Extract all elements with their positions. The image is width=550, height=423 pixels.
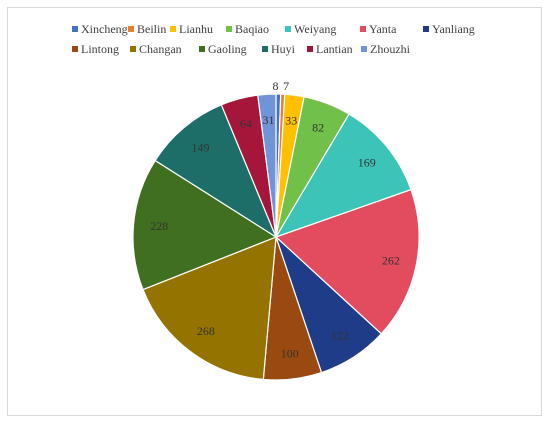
pie-slice-gaoling [132,159,278,291]
data-label-weiyang: 169 [358,156,376,170]
legend-swatch-lintong [72,46,78,52]
data-label-zhouzhi: 31 [263,113,275,127]
legend-label-xincheng: Xincheng [81,22,128,36]
legend-swatch-gaoling [199,46,205,52]
data-label-yanliang: 122 [331,328,349,342]
data-label-yanta: 262 [382,254,400,268]
legend-label-yanta: Yanta [369,22,397,36]
legend-label-yanliang: Yanliang [432,22,475,36]
data-label-lintong: 100 [281,346,299,360]
data-labels: 8 7 33 82 169 262 122 100 268 228 149 64 31 [150,79,400,360]
legend-swatch-zhouzhi [361,46,367,52]
data-label-xincheng: 8 [272,79,278,93]
legend-label-baqiao: Baqiao [235,22,269,36]
legend-label-changan: Changan [139,42,182,56]
legend-swatch-weiyang [285,26,291,32]
data-label-baqiao: 82 [312,121,324,135]
data-label-lianhu: 33 [285,114,297,128]
data-label-gaoling: 228 [150,219,168,233]
legend-label-huyi: Huyi [271,42,296,56]
pie-slice-huyi [154,104,278,239]
legend-label-beilin: Beilin [137,22,166,36]
legend-label-weiyang: Weiyang [294,22,336,36]
data-label-changan: 268 [197,324,215,338]
pie-slice-zhouzhi [257,93,277,238]
pie-slice-changan [142,236,277,381]
legend-label-lintong: Lintong [81,42,119,56]
legend-label-lantian: Lantian [316,42,353,56]
legend-swatch-yanta [360,26,366,32]
legend-label-zhouzhi: Zhouzhi [370,42,411,56]
legend-swatch-lianhu [170,26,176,32]
legend-label-gaoling: Gaoling [208,42,247,56]
pie-slice-yanta [274,188,420,335]
legend-label-lianhu: Lianhu [179,22,213,36]
data-label-huyi: 149 [192,140,210,154]
pie-slices [132,93,420,381]
legend-swatch-beilin [128,26,134,32]
legend: Xincheng Beilin Lianhu Baqiao Weiyang Yanta Ya… [72,22,475,56]
data-label-beilin: 7 [283,79,289,93]
legend-swatch-xincheng [72,26,78,32]
legend-swatch-changan [130,46,136,52]
legend-swatch-yanliang [423,26,429,32]
data-label-lantian: 64 [240,117,252,131]
legend-swatch-lantian [307,46,313,52]
legend-swatch-huyi [262,46,268,52]
legend-swatch-baqiao [226,26,232,32]
pie-slice-weiyang [274,113,412,239]
